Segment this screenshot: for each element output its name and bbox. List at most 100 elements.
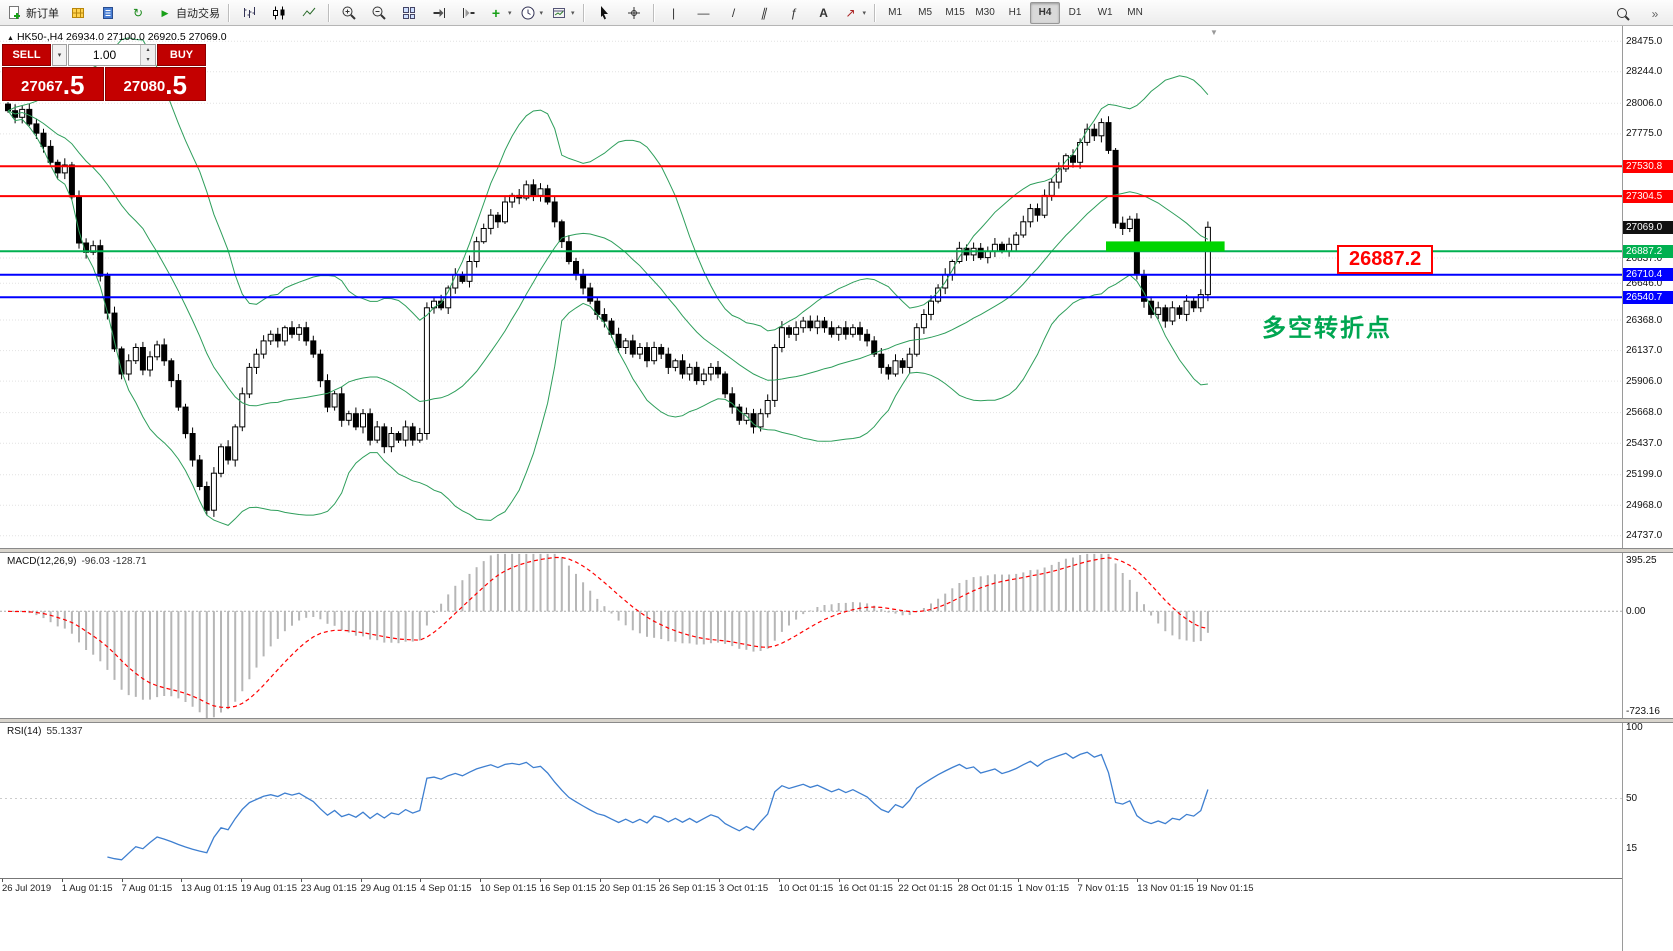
zoom-in-icon bbox=[341, 5, 357, 21]
toolbar-overflow-button[interactable]: » bbox=[1640, 2, 1670, 26]
cursor-button[interactable] bbox=[589, 1, 619, 25]
shift-icon bbox=[461, 5, 477, 21]
candles-icon bbox=[271, 5, 287, 21]
panel-splitter-macd[interactable] bbox=[0, 548, 1673, 553]
date-axis[interactable]: 26 Jul 2019 1 Aug 01:15 7 Aug 01:15 13 Aug … bbox=[0, 878, 1622, 898]
date-tick bbox=[1017, 879, 1019, 882]
line-chart-button[interactable] bbox=[294, 1, 324, 25]
doc-plus-icon bbox=[7, 5, 23, 21]
timeframe-h1-button[interactable]: H1 bbox=[1008, 6, 1022, 18]
date-label: 26 Sep 01:15 bbox=[659, 883, 716, 894]
date-label: 16 Oct 01:15 bbox=[838, 883, 893, 894]
date-label: 22 Oct 01:15 bbox=[898, 883, 953, 894]
crosshair-button[interactable] bbox=[619, 1, 649, 25]
sell-price-display[interactable]: 27067.5 bbox=[2, 67, 104, 101]
toolbar-separator bbox=[228, 3, 230, 22]
timeframe-d1-button[interactable]: D1 bbox=[1068, 6, 1082, 18]
vertical-line-button[interactable]: | bbox=[659, 1, 689, 25]
candlestick-chart-button[interactable] bbox=[264, 1, 294, 25]
date-tick bbox=[599, 879, 601, 882]
current-price-label: 27069.0 bbox=[1623, 220, 1673, 234]
buy-price-display[interactable]: 27080.5 bbox=[104, 67, 206, 101]
timeframe-m1-button[interactable]: M1 bbox=[888, 6, 903, 18]
auto-scroll-button[interactable] bbox=[424, 1, 454, 25]
toolbar-separator bbox=[328, 3, 330, 22]
rsi-panel-canvas[interactable] bbox=[0, 723, 1622, 878]
chevron-down-icon: ▾ bbox=[508, 9, 512, 17]
chevron-down-icon: ▾ bbox=[539, 9, 544, 17]
date-label: 1 Aug 01:15 bbox=[61, 883, 113, 894]
horizontal-line-button[interactable]: — bbox=[689, 1, 719, 25]
buy-price-frac: .5 bbox=[165, 70, 187, 100]
date-label: 4 Sep 01:15 bbox=[420, 883, 472, 894]
buy-button[interactable]: BUY bbox=[157, 44, 206, 66]
auto-trading-button[interactable]: ▶ 自动交易 bbox=[153, 1, 224, 25]
periods-button[interactable]: ▾ bbox=[516, 1, 548, 25]
volume-decrease-button[interactable]: ▾ bbox=[141, 55, 155, 65]
volume-dropdown-button[interactable]: ▾ bbox=[52, 44, 67, 66]
sell-button[interactable]: SELL bbox=[2, 44, 51, 66]
price-tick-label: 26646.0 bbox=[1626, 277, 1663, 289]
trendline-button[interactable]: / bbox=[719, 1, 749, 25]
templates-button[interactable]: ▾ bbox=[547, 1, 579, 25]
zoom-in-button[interactable] bbox=[334, 1, 364, 25]
new-order-button[interactable]: 新订单 bbox=[3, 1, 63, 25]
price-tick-label: 27775.0 bbox=[1626, 128, 1663, 140]
zoom-out-button[interactable] bbox=[364, 1, 394, 25]
hline-icon: — bbox=[697, 5, 710, 20]
price-axis[interactable]: 28475.0 28244.0 28006.0 27775.0 26837.0 26646… bbox=[1622, 26, 1673, 951]
panel-splitter-rsi[interactable] bbox=[0, 718, 1673, 723]
fibonacci-button[interactable]: ƒ bbox=[779, 1, 809, 25]
volume-spinner: ▴ ▾ bbox=[140, 45, 155, 65]
scroll-end-icon bbox=[431, 5, 447, 21]
macd-panel-canvas[interactable] bbox=[0, 553, 1622, 718]
tile-windows-button[interactable] bbox=[394, 1, 424, 25]
date-tick bbox=[719, 879, 720, 882]
arrows-icon: ↗ bbox=[845, 5, 856, 20]
level-price-label: 26710.4 bbox=[1623, 268, 1673, 282]
level-price-label: 26887.2 bbox=[1623, 244, 1673, 258]
main-chart-canvas[interactable] bbox=[0, 26, 1622, 548]
search-button[interactable] bbox=[1608, 2, 1638, 26]
crosshair-icon bbox=[626, 5, 642, 21]
timeframe-m15-button[interactable]: M15 bbox=[945, 6, 965, 18]
timeframe-m30-button[interactable]: M30 bbox=[975, 6, 995, 18]
buy-price-main: 27080 bbox=[123, 78, 166, 95]
date-tick bbox=[539, 879, 541, 882]
search-icon bbox=[1615, 6, 1631, 22]
refresh-button[interactable]: ↻ bbox=[123, 1, 153, 25]
sell-price-main: 27067 bbox=[21, 78, 63, 95]
line-icon bbox=[301, 5, 317, 21]
level-price-label: 27304.5 bbox=[1623, 189, 1673, 203]
chart-shift-button[interactable] bbox=[454, 1, 484, 25]
volume-input[interactable] bbox=[69, 45, 140, 65]
price-tick-label: 26368.0 bbox=[1626, 314, 1663, 326]
channel-icon: ∥ bbox=[760, 5, 767, 20]
date-label: 13 Nov 01:15 bbox=[1137, 883, 1194, 894]
chart-symbol-icon: ▲ bbox=[7, 35, 14, 42]
date-tick bbox=[241, 879, 242, 882]
date-label: 19 Nov 01:15 bbox=[1197, 883, 1254, 894]
toolbar-separator bbox=[582, 3, 585, 22]
chart-window-button[interactable] bbox=[63, 1, 93, 25]
text-tool-button[interactable]: A bbox=[809, 1, 839, 25]
zoom-out-icon bbox=[371, 5, 387, 21]
play-icon: ▶ bbox=[161, 7, 169, 18]
channel-button[interactable]: ∥ bbox=[749, 1, 779, 25]
date-tick bbox=[121, 879, 123, 882]
market-watch-button[interactable] bbox=[93, 1, 123, 25]
bar-chart-button[interactable] bbox=[234, 1, 264, 25]
timeframe-h4-button[interactable]: H4 bbox=[1030, 1, 1061, 24]
macd-axis-label: 395.25 bbox=[1626, 554, 1657, 566]
indicators-button[interactable]: + ▾ bbox=[484, 1, 516, 25]
date-label: 28 Oct 01:15 bbox=[958, 883, 1013, 894]
timeframe-m5-button[interactable]: M5 bbox=[918, 6, 933, 18]
timeframe-w1-button[interactable]: W1 bbox=[1097, 6, 1113, 18]
date-tick bbox=[480, 879, 481, 882]
timeframe-mn-button[interactable]: MN bbox=[1127, 6, 1143, 18]
price-tick-label: 24968.0 bbox=[1626, 499, 1663, 511]
volume-increase-button[interactable]: ▴ bbox=[141, 45, 155, 55]
arrow-shapes-button[interactable]: ↗ ▾ bbox=[839, 1, 871, 25]
date-label: 29 Aug 01:15 bbox=[360, 883, 417, 894]
